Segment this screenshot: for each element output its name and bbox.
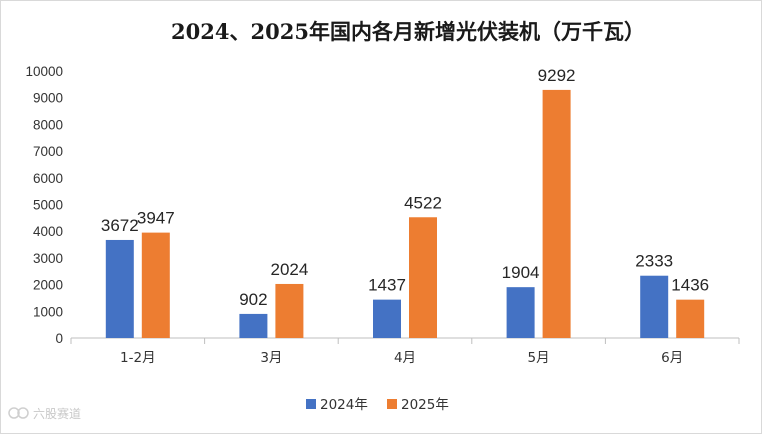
bar-2024年-6月 [640,275,669,338]
legend-swatch [387,399,397,409]
data-label: 902 [239,290,267,309]
y-tick-label: 8000 [33,117,63,132]
data-label: 9292 [538,66,576,85]
y-tick-label: 10000 [25,64,63,79]
x-tick-label: 3月 [260,350,282,366]
y-tick-label: 9000 [33,91,63,106]
bar-2024年-5月 [506,287,535,338]
chart-title: 2024、2025年国内各月新增光伏装机（万千瓦） [171,19,645,44]
data-label: 3672 [101,216,139,235]
x-tick-label: 5月 [528,350,550,366]
y-axis: 0 1000 2000 3000 4000 5000 6000 7000 8000 9000 100… [25,64,63,346]
data-label: 1904 [502,263,540,282]
y-tick-label: 3000 [33,251,63,266]
x-tick-label: 1-2月 [120,350,156,366]
bar-2024年-3月 [239,313,268,338]
data-label: 1436 [671,276,709,295]
y-tick-label: 5000 [33,198,63,213]
y-tick-label: 7000 [33,144,63,159]
bar-2024年-4月 [373,299,401,338]
data-label: 2024 [270,260,308,279]
bar-2025年-5月 [542,89,571,339]
bar-2025年-4月 [409,217,437,338]
y-tick-label: 2000 [33,278,63,293]
x-tick-label: 4月 [394,350,416,366]
bar-2025年-1-2月 [141,232,170,338]
legend-label: 2024年 [320,397,368,413]
bar-2025年-6月 [676,299,705,338]
legend: 2024年 2025年 [306,397,449,413]
bar-2025年-3月 [275,283,304,338]
bar-2024年-1-2月 [105,239,134,338]
watermark-text: 六股赛道 [33,406,81,421]
legend-label: 2025年 [401,397,449,413]
data-label: 4522 [404,193,442,212]
x-tick-label: 6月 [661,350,683,366]
watermark-logo-icon [8,407,29,419]
data-label: 2333 [635,252,673,271]
y-tick-label: 4000 [33,224,63,239]
legend-swatch [306,399,316,409]
data-label: 3947 [137,209,175,228]
y-tick-label: 6000 [33,171,63,186]
watermark: 六股赛道 [8,406,81,421]
x-axis: 1-2月 3月 4月 5月 6月 [70,337,740,366]
y-tick-label: 1000 [33,304,63,319]
data-labels-group: 3672 902 1437 1904 2333 3947 2024 4522 9292 1436 [101,66,709,309]
y-tick-label: 0 [55,331,63,346]
bars-group [105,89,705,339]
data-label: 1437 [368,276,406,295]
